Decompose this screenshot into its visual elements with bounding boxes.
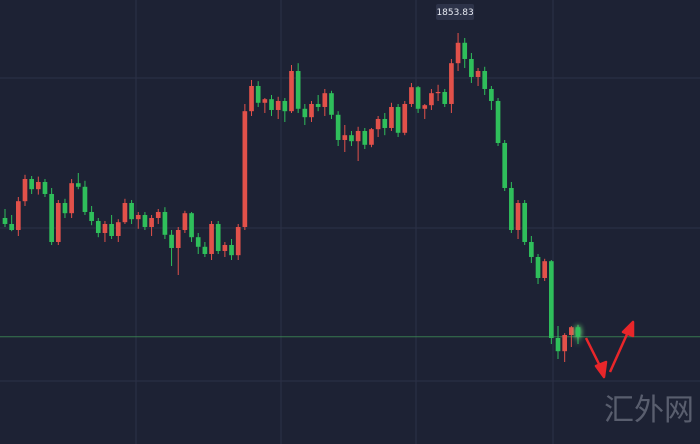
candle-body xyxy=(69,183,74,214)
candle-body xyxy=(235,226,241,256)
candle-body xyxy=(555,337,561,352)
candle-body xyxy=(482,70,488,89)
candle-body xyxy=(509,187,514,230)
candle-body xyxy=(109,223,114,236)
candle-body xyxy=(522,202,528,242)
candle-body xyxy=(215,223,221,251)
candle-body xyxy=(102,223,108,233)
candle-body xyxy=(255,85,261,103)
candle-body xyxy=(475,70,481,77)
candle-body xyxy=(122,202,128,223)
candle-body xyxy=(135,214,141,220)
high-label: 1853.83 xyxy=(436,8,473,18)
candle-body xyxy=(89,211,94,221)
candle-body xyxy=(42,181,48,194)
candle-body xyxy=(35,181,41,190)
candle-body xyxy=(529,241,534,257)
candle-body xyxy=(129,202,134,220)
watermark: 汇外网 xyxy=(604,393,694,428)
candle-body xyxy=(422,105,428,109)
candle-body xyxy=(202,246,208,254)
candle-body xyxy=(489,88,494,101)
candle-body xyxy=(429,93,434,106)
candle-body xyxy=(409,87,414,104)
arrow-down xyxy=(584,337,603,369)
candle-body xyxy=(75,183,81,187)
candle-body xyxy=(322,93,328,107)
arrow-head xyxy=(621,320,635,338)
candle-body xyxy=(535,256,541,278)
candles xyxy=(0,33,700,362)
candle-body xyxy=(369,129,374,145)
candle-body xyxy=(449,63,454,104)
candle-body xyxy=(242,111,248,227)
candle-body xyxy=(329,93,334,115)
candle-body xyxy=(222,244,228,251)
candle-body xyxy=(515,202,521,230)
candle-body xyxy=(389,106,394,128)
candle-body xyxy=(162,211,168,235)
trend-arrows xyxy=(584,320,635,379)
high-label-box xyxy=(436,4,475,20)
candle-body xyxy=(55,202,61,242)
candle-body xyxy=(15,201,21,230)
arrow-up xyxy=(608,331,630,373)
candle-body xyxy=(262,99,268,103)
candle-body xyxy=(182,213,188,230)
candle-body xyxy=(402,103,408,133)
candle-body xyxy=(295,70,301,109)
candle-body xyxy=(149,217,154,227)
candle-body xyxy=(49,193,54,242)
candle-body xyxy=(9,223,14,230)
candle-body xyxy=(349,135,354,142)
candle-body xyxy=(309,103,314,118)
candle-body xyxy=(169,234,174,248)
candle-body xyxy=(355,130,361,142)
candle-body xyxy=(455,42,461,64)
candle-body xyxy=(2,217,8,224)
candle-body xyxy=(569,327,574,335)
candle-body xyxy=(209,223,214,254)
candle-body xyxy=(362,130,368,145)
candle-body xyxy=(575,327,581,337)
candle-body xyxy=(502,142,508,188)
candle-body xyxy=(189,213,194,238)
candle-body xyxy=(342,135,348,140)
candle-body xyxy=(175,229,181,248)
candle-body xyxy=(542,261,548,278)
candle-body xyxy=(62,202,68,214)
candle-body xyxy=(195,237,201,247)
arrow-head xyxy=(594,360,608,379)
candle-body xyxy=(95,220,101,233)
candle-body xyxy=(249,85,254,112)
candle-body xyxy=(462,42,468,59)
candle-body xyxy=(382,118,388,128)
candle-body xyxy=(315,103,321,107)
candle-body xyxy=(375,118,381,130)
candle-body xyxy=(435,91,441,94)
candle-body xyxy=(549,261,554,338)
candle-body xyxy=(275,100,281,110)
candle-body xyxy=(29,178,34,190)
candle-body xyxy=(415,87,421,109)
candle-body xyxy=(302,108,308,118)
candle-body xyxy=(469,58,474,77)
candle-body xyxy=(562,334,568,352)
candle-body xyxy=(395,106,401,133)
candle-body xyxy=(142,214,148,227)
candle-body xyxy=(115,222,121,236)
candle-body xyxy=(282,100,288,112)
candle-body xyxy=(495,100,501,143)
candle-body xyxy=(289,70,294,112)
candle-body xyxy=(229,244,234,256)
candle-body xyxy=(335,114,341,140)
candle-body xyxy=(442,91,448,104)
candle-body xyxy=(82,186,88,212)
candle-body xyxy=(269,99,274,110)
candle-body xyxy=(22,178,28,202)
candle-body xyxy=(155,211,161,218)
